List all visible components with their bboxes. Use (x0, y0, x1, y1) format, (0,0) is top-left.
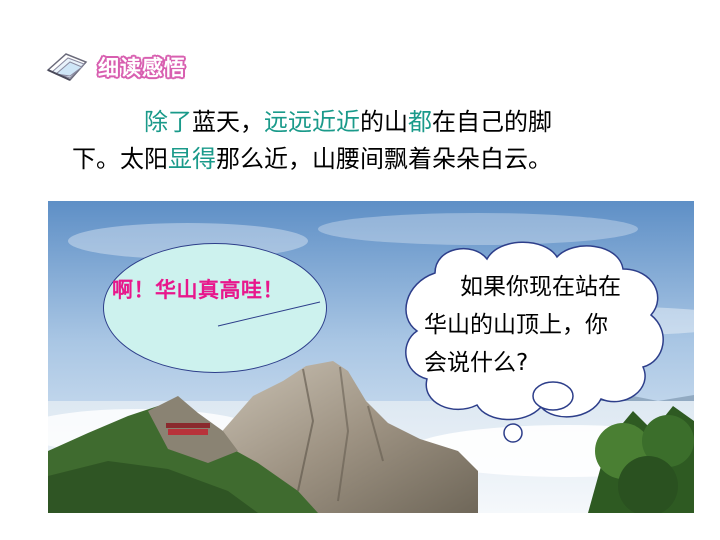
passage-fragment: 远远近近 (264, 108, 360, 136)
passage-fragment: 的山 (360, 108, 408, 136)
question-text: 如果你现在站在 华山的山顶上，你 会说什么? (424, 268, 674, 382)
notebook-pages-icon (46, 53, 88, 81)
exclaim-bubble (103, 243, 327, 373)
passage-fragment: 那么近，山腰间飘着朵朵白云。 (216, 145, 552, 173)
thought-cloud (405, 241, 664, 443)
passage-fragment: 除了 (144, 108, 192, 136)
passage-fragment: 显得 (168, 145, 216, 173)
passage-fragment: 都 (408, 108, 432, 136)
passage-fragment: 下。太阳 (72, 145, 168, 173)
bubble-pointer-line (217, 301, 321, 327)
header-title: 细读感悟 (98, 56, 186, 80)
passage-line-2: 下。太阳显得那么近，山腰间飘着朵朵白云。 (72, 141, 692, 178)
reading-passage: 除了蓝天，远远近近的山都在自己的脚 下。太阳显得那么近，山腰间飘着朵朵白云。 (72, 104, 692, 178)
passage-fragment: 蓝天， (192, 108, 264, 136)
question-line-1: 如果你现在站在 (460, 274, 621, 300)
passage-line-1: 除了蓝天，远远近近的山都在自己的脚 (72, 104, 692, 141)
question-line-2: 华山的山顶上，你 (424, 312, 608, 338)
question-line-3: 会说什么? (424, 350, 529, 376)
section-header: 细读感悟 (44, 46, 244, 86)
passage-fragment: 在自己的脚 (432, 108, 552, 136)
exclaim-text: 啊！华山真高哇！ (112, 278, 284, 302)
